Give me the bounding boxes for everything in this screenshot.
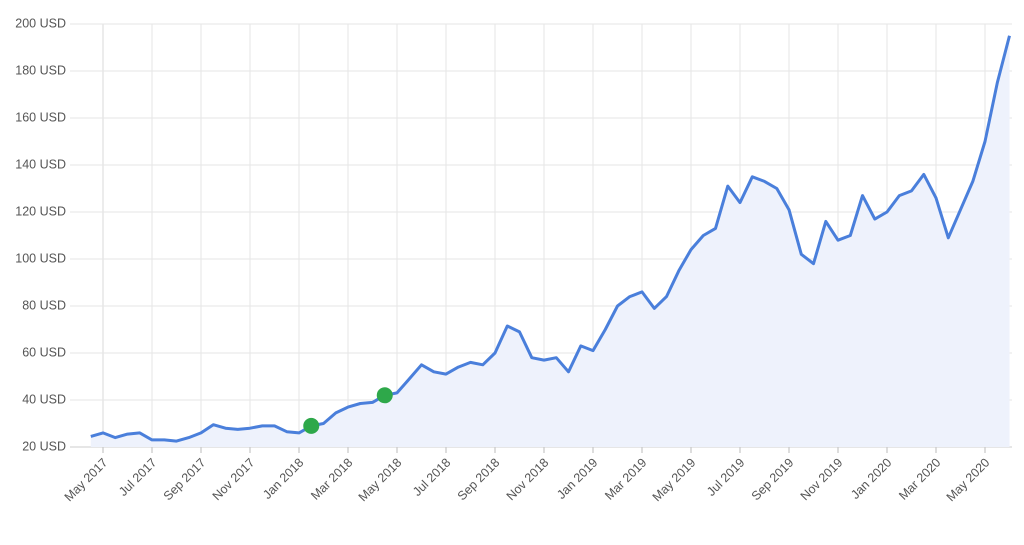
line — [90, 35, 1011, 443]
x-tick-label: Sep 2019 — [749, 456, 797, 504]
x-tick-label: Jan 2020 — [848, 456, 894, 502]
x-tick-label: Nov 2019 — [798, 456, 846, 504]
y-tick-label: 200 USD — [15, 16, 66, 30]
area — [90, 35, 1010, 448]
y-tick-label: 140 USD — [15, 157, 66, 171]
y-tick-label: 20 USD — [22, 439, 66, 453]
y-tick-label: 60 USD — [22, 345, 66, 359]
x-tick-label: Sep 2017 — [161, 456, 209, 504]
x-tick-label: May 2017 — [62, 456, 111, 505]
y-tick-label: 40 USD — [22, 392, 66, 406]
x-tick-label: Jul 2018 — [410, 456, 453, 499]
x-tick-label: Nov 2017 — [210, 456, 258, 504]
x-tick-label: Jul 2019 — [704, 456, 747, 499]
x-tick-label: Mar 2018 — [308, 456, 355, 503]
x-tick-label: Sep 2018 — [455, 456, 503, 504]
event-marker — [303, 417, 320, 434]
event-marker — [376, 387, 393, 404]
y-tick-label: 100 USD — [15, 251, 66, 265]
y-tick-label: 80 USD — [22, 298, 66, 312]
x-tick-label: May 2018 — [356, 456, 405, 505]
x-tick-label: Jul 2017 — [116, 456, 159, 499]
x-tick-label: Mar 2019 — [602, 456, 649, 503]
x-tick-label: Jan 2018 — [260, 456, 306, 502]
x-tick-label: May 2020 — [944, 456, 993, 505]
y-tick-label: 180 USD — [15, 63, 66, 77]
y-tick-label: 160 USD — [15, 110, 66, 124]
x-tick-label: May 2019 — [650, 456, 699, 505]
x-tick-label: Nov 2018 — [504, 456, 552, 504]
x-tick-label: Jan 2019 — [554, 456, 600, 502]
x-tick-label: Mar 2020 — [896, 456, 943, 503]
y-tick-label: 120 USD — [15, 204, 66, 218]
